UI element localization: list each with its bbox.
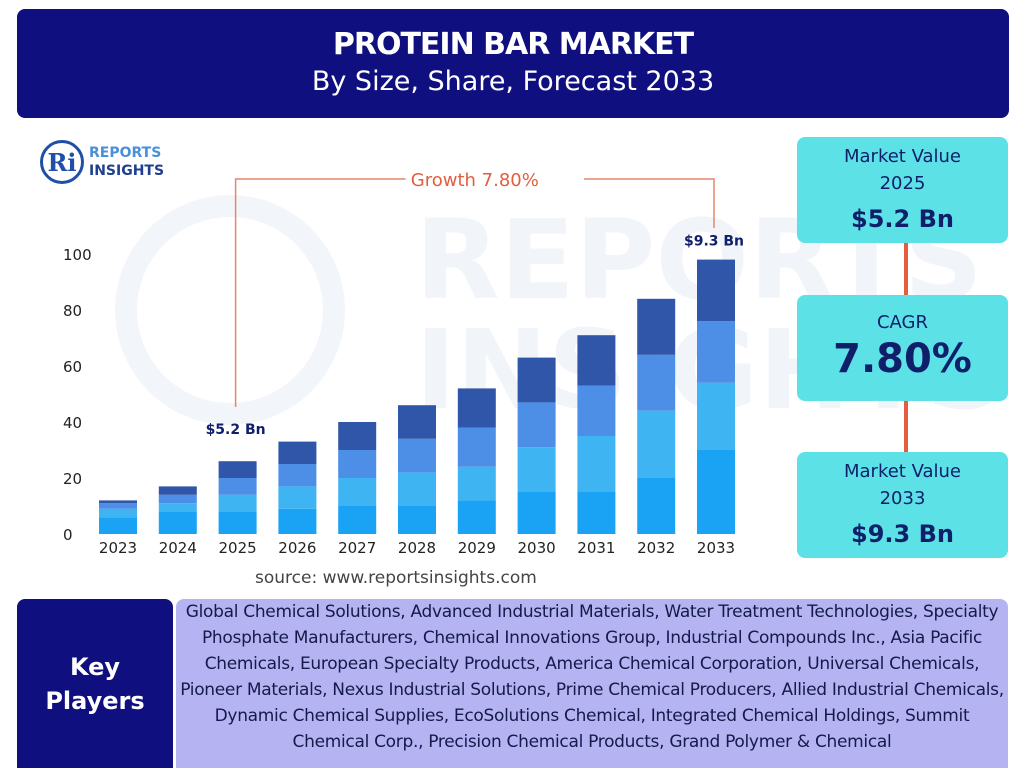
bars-group	[99, 259, 735, 534]
bar-segment-2033-3	[697, 321, 735, 383]
x-tick-label: 2023	[99, 539, 137, 557]
bar-segment-2030-2	[517, 447, 556, 492]
bar-segment-2030-1	[517, 492, 556, 534]
bar-segment-2029-3	[457, 427, 496, 467]
y-tick-label: 100	[63, 246, 92, 264]
bar-segment-2026-2	[278, 486, 317, 509]
bar-segment-2031-4	[577, 335, 616, 386]
y-tick-label: 20	[63, 470, 82, 488]
market-value-2033-value: $9.3 Bn	[851, 520, 954, 548]
bar-segment-2023-4	[99, 500, 137, 504]
bar-segment-2025-2	[218, 494, 257, 512]
bar-segment-2032-4	[637, 298, 676, 355]
bar-segment-2033-4	[697, 259, 735, 322]
market-value-2025-card: Market Value 2025 $5.2 Bn	[797, 137, 1008, 243]
x-tick-label: 2028	[398, 539, 436, 557]
x-tick-label: 2024	[159, 539, 197, 557]
logo-line1: REPORTS	[89, 145, 162, 161]
x-tick-label: 2031	[577, 539, 615, 557]
bar-segment-2027-3	[338, 450, 377, 478]
growth-annotation: Growth 7.80% $5.2 Bn $9.3 Bn	[206, 170, 744, 438]
x-tick-label: 2033	[697, 539, 735, 557]
market-value-2033-card: Market Value 2033 $9.3 Bn	[797, 452, 1008, 558]
x-tick-label: 2030	[518, 539, 556, 557]
connector-line-bottom	[904, 401, 908, 452]
bar-segment-2024-1	[158, 511, 197, 534]
brand-logo: Ri REPORTS INSIGHTS	[40, 140, 164, 184]
logo-icon: Ri	[40, 140, 84, 184]
bar-segment-2024-3	[158, 494, 197, 504]
x-tick-label: 2029	[458, 539, 496, 557]
bar-segment-2025-4	[218, 461, 257, 478]
source-note: source: www.reportsinsights.com	[255, 568, 537, 588]
bar-segment-2031-3	[577, 385, 616, 436]
bar-segment-2030-3	[517, 402, 556, 448]
x-tick-label: 2027	[338, 539, 376, 557]
bar-segment-2028-3	[398, 438, 436, 473]
bar-segment-2024-4	[158, 486, 197, 495]
y-tick-label: 0	[63, 526, 73, 544]
bar-segment-2030-4	[517, 357, 556, 403]
bar-segment-2025-3	[218, 478, 257, 495]
x-tick-label: 2026	[278, 539, 316, 557]
growth-line-left	[234, 178, 406, 407]
bar-segment-2023-1	[99, 517, 137, 534]
bar-segment-2029-4	[457, 388, 496, 428]
cagr-value: 7.80%	[833, 336, 972, 382]
connector-line-top	[904, 243, 908, 295]
bar-segment-2028-1	[398, 506, 436, 534]
key-players-label: Key Players	[17, 599, 173, 768]
bar-segment-2024-2	[158, 503, 197, 512]
market-value-2025-label: Market Value 2025	[843, 146, 962, 194]
market-value-2033-label: Market Value 2033	[843, 461, 962, 509]
page-title: PROTEIN BAR MARKET	[332, 27, 694, 62]
cagr-label: CAGR	[876, 312, 929, 333]
bar-segment-2028-4	[398, 405, 436, 439]
bar-segment-2031-1	[577, 492, 616, 534]
bar-segment-2032-3	[637, 354, 676, 411]
market-value-2025-value: $5.2 Bn	[851, 205, 954, 233]
bar-segment-2027-4	[338, 422, 377, 450]
y-tick-label: 60	[63, 358, 82, 376]
bar-segment-2032-2	[637, 410, 676, 478]
end-value-label: $9.3 Bn	[684, 234, 744, 250]
header-banner: PROTEIN BAR MARKET By Size, Share, Forec…	[17, 9, 1009, 118]
bar-segment-2026-4	[278, 441, 317, 464]
bar-segment-2031-2	[577, 436, 616, 492]
key-players-box: Global Chemical Solutions, Advanced Indu…	[176, 599, 1008, 768]
page-subtitle: By Size, Share, Forecast 2033	[311, 66, 715, 97]
growth-line-right	[584, 178, 715, 228]
bar-segment-2026-3	[278, 464, 317, 487]
bar-segment-2027-1	[338, 506, 377, 534]
x-axis: 2023 2024 2025 2026 2027 2028 2029 2030 2031 2032…	[99, 539, 735, 557]
bar-segment-2033-1	[697, 450, 735, 534]
cagr-card: CAGR 7.80%	[797, 295, 1008, 401]
logo-line2: INSIGHTS	[89, 163, 165, 179]
bar-segment-2023-3	[99, 503, 137, 509]
bar-segment-2023-2	[99, 508, 137, 518]
y-axis: 0 20 40 60 80 100	[63, 246, 92, 544]
bar-segment-2032-1	[637, 478, 676, 534]
bar-segment-2029-2	[457, 466, 496, 501]
bar-segment-2029-1	[457, 500, 496, 534]
bar-segment-2026-1	[278, 508, 317, 534]
y-tick-label: 40	[63, 414, 82, 432]
bar-segment-2028-2	[398, 472, 436, 506]
start-value-label: $5.2 Bn	[206, 422, 266, 438]
x-tick-label: 2025	[219, 539, 257, 557]
y-tick-label: 80	[63, 302, 82, 320]
growth-label: Growth 7.80%	[411, 170, 539, 191]
bar-segment-2027-2	[338, 478, 377, 506]
key-players-list: Global Chemical Solutions, Advanced Indu…	[180, 602, 1004, 752]
bar-segment-2033-2	[697, 382, 735, 450]
bar-segment-2025-1	[218, 511, 257, 534]
x-tick-label: 2032	[637, 539, 675, 557]
